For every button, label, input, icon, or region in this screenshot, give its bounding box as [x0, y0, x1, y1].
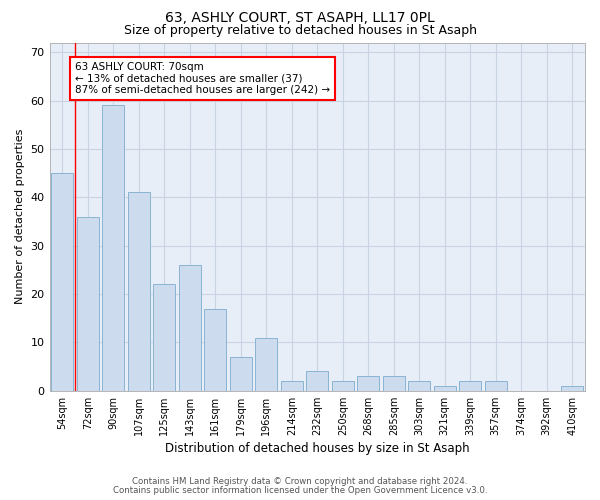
Bar — [485, 381, 506, 391]
Bar — [281, 381, 302, 391]
Text: 63, ASHLY COURT, ST ASAPH, LL17 0PL: 63, ASHLY COURT, ST ASAPH, LL17 0PL — [165, 12, 435, 26]
Bar — [383, 376, 404, 391]
Text: Contains public sector information licensed under the Open Government Licence v3: Contains public sector information licen… — [113, 486, 487, 495]
Bar — [460, 381, 481, 391]
Bar — [307, 372, 328, 391]
Bar — [205, 308, 226, 391]
Text: 63 ASHLY COURT: 70sqm
← 13% of detached houses are smaller (37)
87% of semi-deta: 63 ASHLY COURT: 70sqm ← 13% of detached … — [75, 62, 330, 95]
Bar — [52, 173, 73, 391]
Text: Contains HM Land Registry data © Crown copyright and database right 2024.: Contains HM Land Registry data © Crown c… — [132, 478, 468, 486]
Y-axis label: Number of detached properties: Number of detached properties — [15, 129, 25, 304]
Bar — [256, 338, 277, 391]
Bar — [128, 192, 149, 391]
Bar — [358, 376, 379, 391]
Bar — [230, 357, 251, 391]
Text: Size of property relative to detached houses in St Asaph: Size of property relative to detached ho… — [124, 24, 476, 37]
Bar — [154, 284, 175, 391]
X-axis label: Distribution of detached houses by size in St Asaph: Distribution of detached houses by size … — [165, 442, 470, 455]
Bar — [103, 106, 124, 391]
Bar — [179, 265, 200, 391]
Bar — [332, 381, 353, 391]
Bar — [434, 386, 455, 391]
Bar — [409, 381, 430, 391]
Bar — [77, 216, 98, 391]
Bar — [562, 386, 583, 391]
